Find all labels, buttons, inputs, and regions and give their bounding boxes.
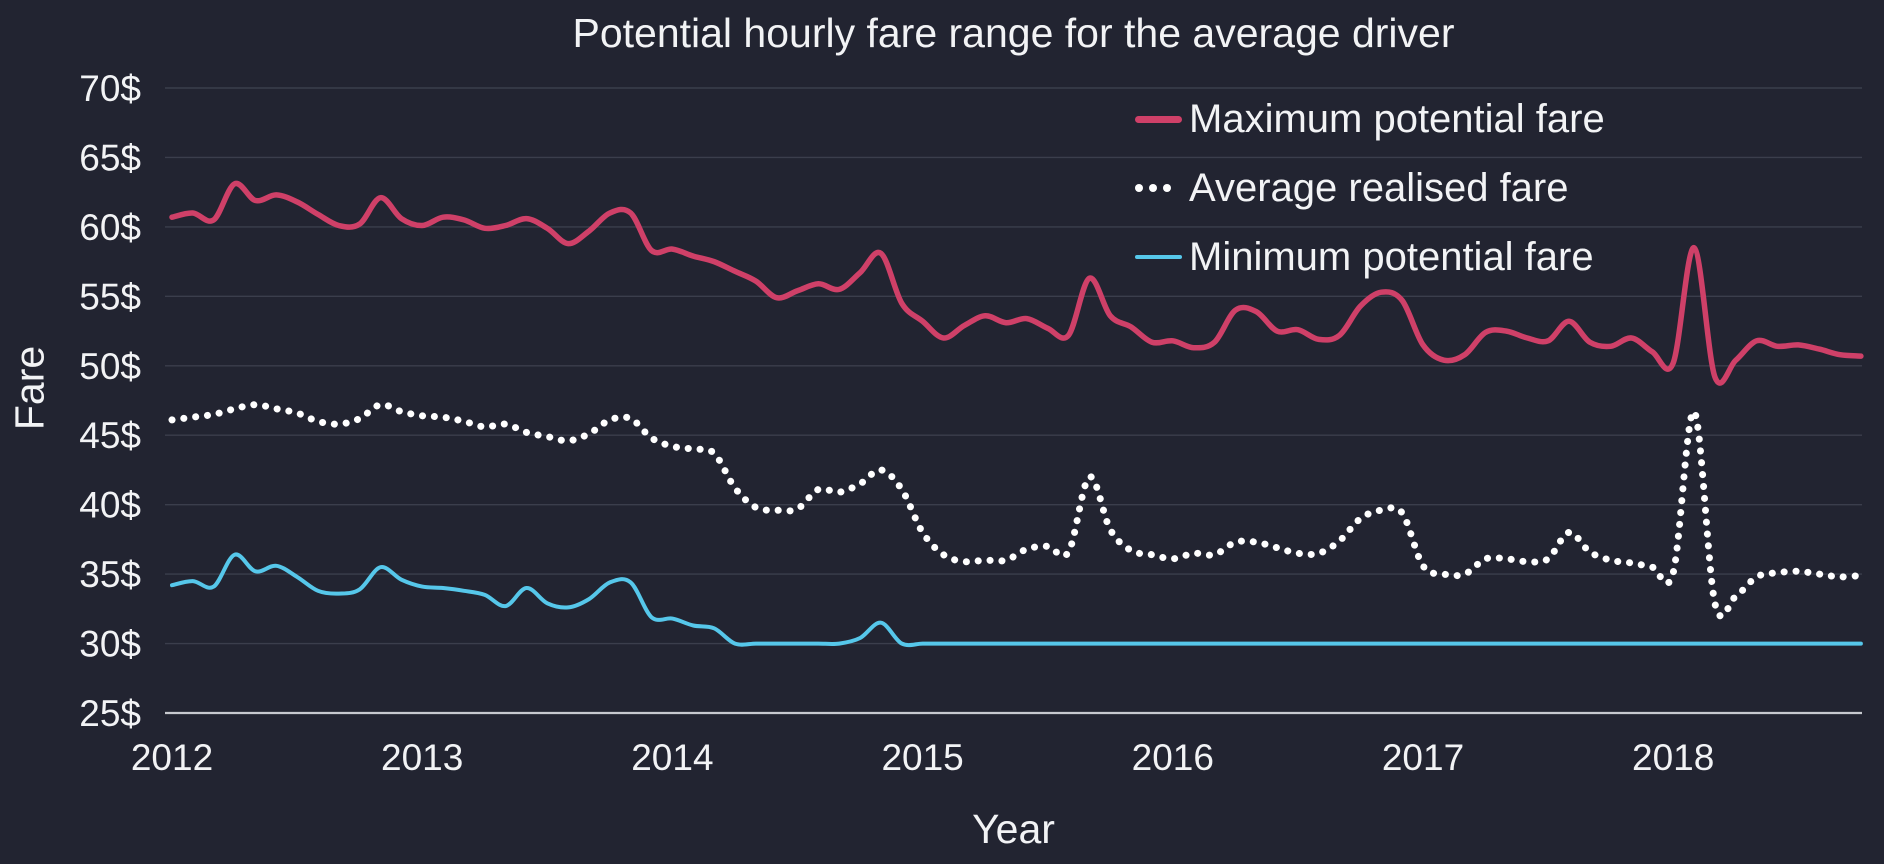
average-dotted-swatch-icon <box>1135 184 1182 192</box>
y-tick-label: 30$ <box>79 624 141 665</box>
x-tick-label: 2013 <box>381 737 463 778</box>
y-tick-label: 45$ <box>79 415 141 456</box>
x-axis-title: Year <box>972 806 1055 852</box>
x-tick-label: 2014 <box>631 737 713 778</box>
series-line-maximum-potential-fare <box>169 180 1864 386</box>
legend-label: Maximum potential fare <box>1189 96 1605 141</box>
legend-label: Minimum potential fare <box>1189 234 1594 279</box>
y-tick-label: 35$ <box>79 554 141 595</box>
legend-item-maximum: Maximum potential fare <box>1135 93 1605 145</box>
legend-item-minimum: Minimum potential fare <box>1135 231 1605 283</box>
x-tick-label: 2016 <box>1132 737 1214 778</box>
y-tick-label: 50$ <box>79 346 141 387</box>
y-axis-title: Fare <box>6 345 53 431</box>
y-tick-label: 70$ <box>79 68 141 109</box>
minimum-line-swatch-icon <box>1135 255 1182 259</box>
y-tick-label: 65$ <box>79 137 141 178</box>
x-tick-label: 2015 <box>881 737 963 778</box>
y-tick-label: 60$ <box>79 207 141 248</box>
legend: Maximum potential fare Average realised … <box>1135 93 1605 283</box>
legend-label: Average realised fare <box>1189 165 1569 210</box>
series-line-minimum-potential-fare <box>170 552 1863 648</box>
maximum-line-swatch-icon <box>1135 115 1182 123</box>
y-tick-label: 25$ <box>79 693 141 734</box>
x-tick-label: 2018 <box>1632 737 1714 778</box>
chart-title: Potential hourly fare range for the aver… <box>572 10 1455 56</box>
x-tick-label: 2012 <box>131 737 213 778</box>
y-tick-label: 40$ <box>79 485 141 526</box>
y-tick-label: 55$ <box>79 276 141 317</box>
series-line-average-realised-fare <box>168 401 1865 620</box>
legend-item-average: Average realised fare <box>1135 162 1605 214</box>
x-tick-label: 2017 <box>1382 737 1464 778</box>
